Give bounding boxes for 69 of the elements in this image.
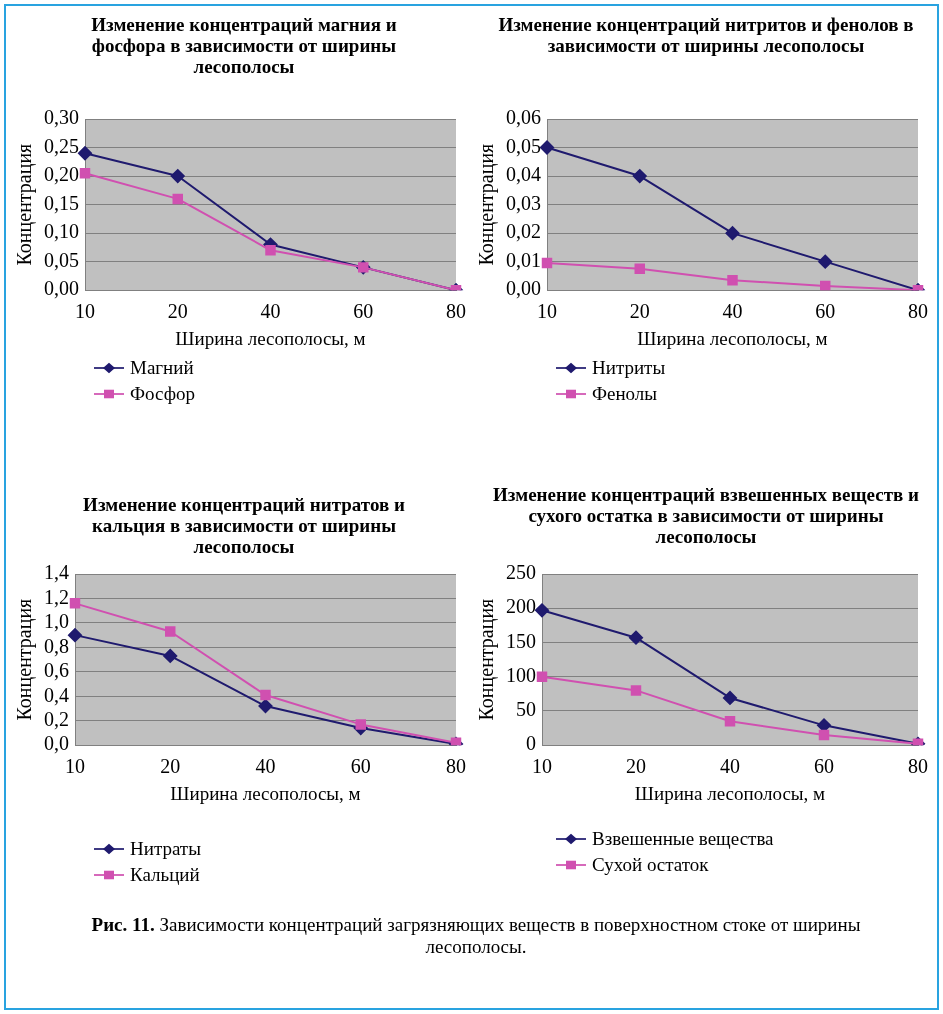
y-tick-label: 0,04 (506, 163, 541, 186)
y-tick-label: 50 (516, 698, 536, 721)
legend-label: Сухой остаток (592, 854, 709, 876)
x-axis-title: Ширина лесополосы, м (637, 327, 828, 349)
x-tick-label: 20 (160, 755, 181, 778)
y-axis-title: Концентрация (475, 598, 499, 721)
y-tick-label: 0,30 (44, 106, 79, 129)
x-tick-label: 10 (537, 300, 557, 323)
y-tick-label: 250 (506, 561, 536, 584)
y-tick-label: 0,0 (44, 732, 69, 755)
legend-label: Кальций (130, 864, 200, 886)
x-tick-label: 20 (626, 755, 646, 778)
x-tick-label: 40 (722, 300, 743, 323)
text: Рис. 11. Зависимости концентраций загрязняющих веществ в поверхностном стоке от ширины лесополосы. (90, 914, 862, 958)
y-tick-label: 150 (506, 629, 536, 652)
x-tick-label: 40 (255, 755, 276, 778)
y-tick-label: 0,02 (506, 220, 541, 243)
chart-title: Изменение концентраций магния и фосфора в зависимости от ширины лесополосы (90, 13, 398, 79)
y-tick-label: 0,00 (506, 277, 541, 300)
x-tick-label: 80 (446, 300, 466, 323)
x-tick-label: 20 (629, 300, 650, 323)
x-tick-label: 40 (260, 300, 281, 323)
y-tick-label: 1,2 (44, 585, 69, 608)
x-tick-label: 60 (350, 755, 371, 778)
y-tick-label: 0,4 (44, 683, 69, 706)
y-tick-label: 0,8 (44, 634, 69, 657)
legend-label: Магний (130, 357, 194, 379)
x-tick-label: 10 (65, 755, 85, 778)
y-axis-title: Концентрация (13, 598, 37, 721)
y-tick-label: 0,00 (44, 277, 79, 300)
x-tick-label: 40 (720, 755, 740, 778)
x-tick-label: 60 (353, 300, 374, 323)
chart-title: Изменение концентраций взвешенных веществ и сухого остатка в зависимости от ширины лесополосы (492, 483, 920, 549)
y-tick-label: 0,2 (44, 707, 69, 730)
legend-label: Нитраты (130, 838, 201, 860)
x-tick-label: 60 (815, 300, 836, 323)
legend-label: Фенолы (592, 383, 658, 405)
y-tick-label: 0,06 (506, 106, 541, 129)
y-tick-label: 0,20 (44, 163, 79, 186)
x-tick-label: 60 (814, 755, 834, 778)
chart-title: Изменение концентраций нитратов и кальция в зависимости от ширины лесополосы (82, 493, 406, 557)
y-tick-label: 0,25 (44, 134, 79, 157)
chart-title: Изменение концентраций нитритов и фенолов в зависимости от ширины лесополосы (497, 13, 915, 58)
y-axis-title: Концентрация (475, 143, 499, 266)
x-axis-title: Ширина лесополосы, м (170, 782, 361, 804)
legend-label: Фосфор (130, 383, 195, 405)
y-tick-label: 0 (526, 732, 536, 755)
x-tick-label: 80 (908, 300, 928, 323)
y-tick-label: 0,15 (44, 191, 79, 214)
legend-label: Взвешенные вещества (592, 828, 774, 850)
x-tick-label: 10 (532, 755, 552, 778)
y-tick-label: 0,10 (44, 220, 79, 243)
y-tick-label: 0,05 (506, 134, 541, 157)
x-axis-title: Ширина лесополосы, м (175, 327, 366, 349)
y-tick-label: 0,05 (44, 248, 79, 271)
x-tick-label: 80 (446, 755, 466, 778)
y-tick-label: 0,01 (506, 248, 541, 271)
x-tick-label: 20 (167, 300, 188, 323)
x-tick-label: 10 (75, 300, 95, 323)
y-tick-label: 100 (506, 663, 536, 686)
legend-label: Нитриты (592, 357, 666, 379)
y-tick-label: 200 (506, 595, 536, 618)
y-tick-label: 1,4 (44, 561, 69, 584)
y-axis-title: Концентрация (13, 143, 37, 266)
y-tick-label: 0,6 (44, 659, 69, 682)
x-tick-label: 80 (908, 755, 928, 778)
y-tick-label: 1,0 (44, 610, 69, 633)
y-tick-label: 0,03 (506, 191, 541, 214)
x-axis-title: Ширина лесополосы, м (634, 782, 826, 804)
